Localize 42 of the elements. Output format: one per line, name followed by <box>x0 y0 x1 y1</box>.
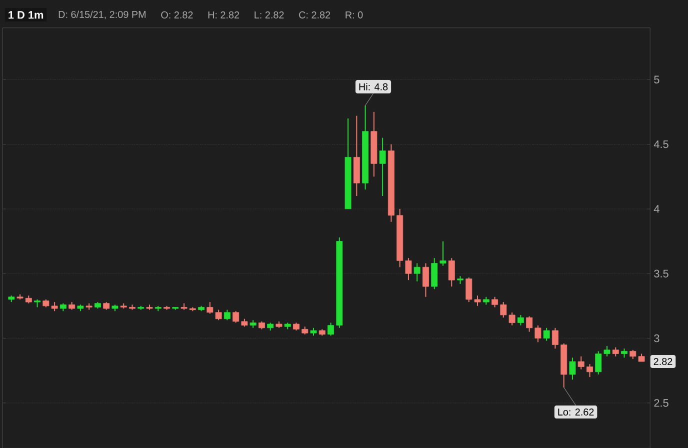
candlestick <box>630 349 636 360</box>
candlestick <box>586 364 593 378</box>
chart-title: 1 D 1m <box>8 11 44 19</box>
candlestick <box>232 310 240 324</box>
text: C: 2.82 <box>299 11 330 18</box>
candlestick <box>422 262 429 298</box>
annotation: 2.82 <box>654 358 672 365</box>
candlestick <box>578 356 584 370</box>
y-tick-label: 4.5 <box>654 140 668 148</box>
candlestick <box>604 345 610 357</box>
candlestick <box>569 357 576 380</box>
text: D: 6/15/21, 2:09 PM <box>58 10 146 20</box>
candlestick <box>414 262 420 282</box>
candlestick <box>543 327 550 342</box>
text: O: 2.82 <box>161 11 193 18</box>
annotation: Lo: 2.62 <box>558 408 594 416</box>
candlestick <box>517 314 524 326</box>
y-tick-label: 5 <box>654 76 660 84</box>
candlestick <box>526 316 533 332</box>
text: H: 2.82 <box>208 11 240 18</box>
text: R: 0 <box>346 11 363 18</box>
candlestick <box>448 257 455 287</box>
candlestick <box>224 309 230 321</box>
y-tick-label: 3.5 <box>654 270 668 278</box>
candlestick <box>474 294 481 306</box>
candlestick <box>552 327 558 350</box>
candlestick <box>405 257 412 280</box>
annotation: Hi: 4.8 <box>359 82 388 90</box>
candlestick <box>379 137 386 196</box>
candlestick <box>534 324 542 343</box>
candlestick <box>466 276 472 302</box>
candlestick <box>431 257 438 290</box>
candlestick <box>595 350 602 375</box>
y-tick-label: 3 <box>654 334 660 342</box>
text: L: 2.82 <box>254 11 284 18</box>
candlestick <box>440 240 446 266</box>
candlestick <box>612 346 619 357</box>
candlestick <box>328 322 334 336</box>
y-tick-label: 2.5 <box>654 398 668 407</box>
candlestick <box>492 296 498 308</box>
y-tick-label: 4 <box>654 205 660 213</box>
candlestick <box>621 348 628 358</box>
